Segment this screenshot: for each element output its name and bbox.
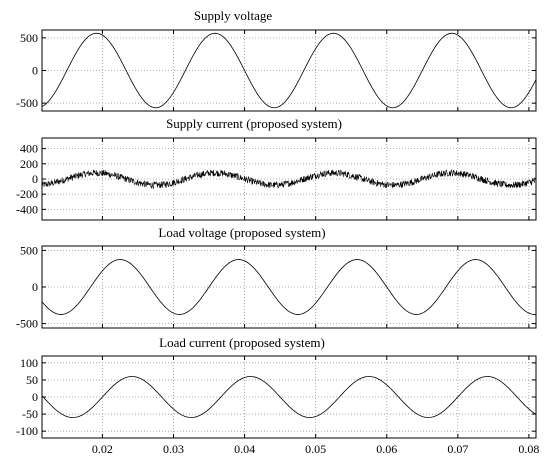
y-tick-label: 0 bbox=[32, 172, 38, 186]
supply-voltage-panel: Supply voltage 500 0 -500 bbox=[16, 8, 537, 112]
x-tick-label: 0.08 bbox=[518, 442, 539, 456]
x-tick-label: 0.07 bbox=[447, 442, 468, 456]
y-tick-label: -500 bbox=[16, 96, 38, 110]
supply-voltage-line bbox=[41, 32, 537, 109]
load-current-title: Load current (proposed system) bbox=[159, 335, 325, 350]
supply-voltage-ticks: 500 0 -500 bbox=[16, 30, 536, 111]
x-tick-label: 0.06 bbox=[376, 442, 397, 456]
x-tick-label: 0.02 bbox=[92, 442, 113, 456]
y-tick-label: -400 bbox=[16, 202, 38, 216]
x-tick-label: 0.05 bbox=[305, 442, 326, 456]
load-voltage-panel: Load voltage (proposed system) 500 0 -500 bbox=[16, 225, 537, 331]
load-current-ticks: 0.02 0.03 0.04 0.05 0.06 0.07 0.08 100 50 0 -50 -10… bbox=[16, 356, 539, 456]
load-voltage-ticks: 500 0 -500 bbox=[16, 243, 536, 331]
y-tick-label: 100 bbox=[20, 356, 38, 370]
x-tick-label: 0.03 bbox=[163, 442, 184, 456]
supply-current-line bbox=[41, 169, 537, 190]
y-tick-label: 50 bbox=[26, 373, 38, 387]
supply-current-panel: Supply current (proposed system) 4002000… bbox=[16, 116, 537, 221]
load-current-panel: Load current (proposed system) 0.02 0.03 0… bbox=[16, 335, 539, 456]
y-tick-label: 200 bbox=[20, 157, 38, 171]
y-tick-label: 500 bbox=[20, 243, 38, 257]
y-tick-label: 400 bbox=[20, 142, 38, 156]
supply-voltage-title: Supply voltage bbox=[194, 8, 273, 23]
load-voltage-grid bbox=[42, 246, 536, 328]
load-current-grid bbox=[42, 356, 536, 438]
y-tick-label: -100 bbox=[16, 424, 38, 438]
y-tick-label: 500 bbox=[20, 31, 38, 45]
load-voltage-line bbox=[41, 259, 537, 315]
supply-current-grid bbox=[42, 138, 536, 220]
y-tick-label: -50 bbox=[22, 407, 38, 421]
y-tick-label: -200 bbox=[16, 187, 38, 201]
y-tick-label: -500 bbox=[16, 317, 38, 331]
load-current-line bbox=[41, 376, 537, 418]
y-tick-label: 0 bbox=[32, 390, 38, 404]
load-voltage-title: Load voltage (proposed system) bbox=[158, 225, 325, 240]
x-tick-label: 0.04 bbox=[234, 442, 255, 456]
supply-voltage-grid bbox=[42, 30, 536, 111]
y-tick-label: 0 bbox=[32, 280, 38, 294]
supply-current-title: Supply current (proposed system) bbox=[166, 116, 342, 131]
y-tick-label: 0 bbox=[32, 64, 38, 78]
